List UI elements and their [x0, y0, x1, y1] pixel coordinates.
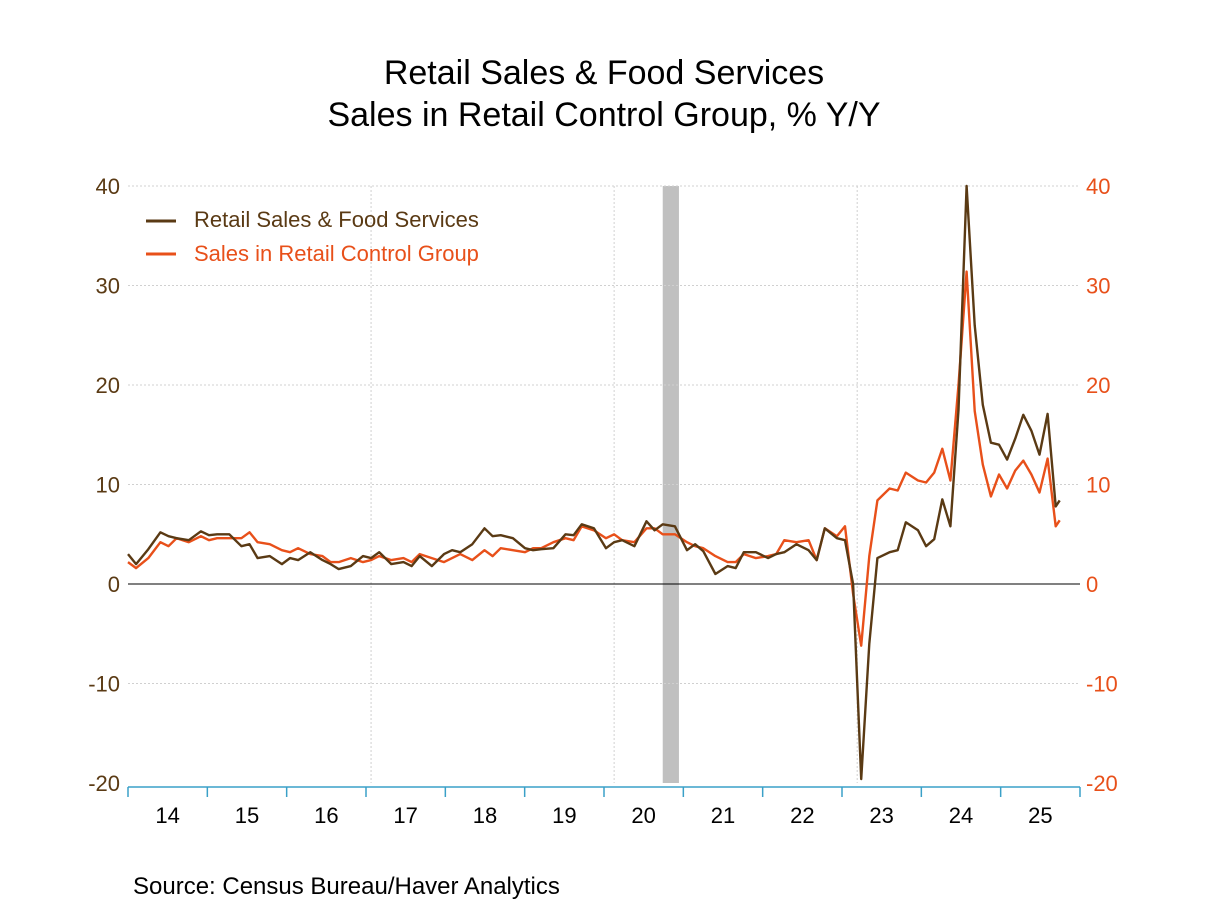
y-tick-left-1: -10: [88, 672, 120, 697]
x-tick-label-22: 22: [790, 803, 814, 828]
source-note: Source: Census Bureau/Haver Analytics: [133, 873, 560, 900]
chart-title: Retail Sales & Food Services: [384, 54, 824, 92]
x-tick-label-14: 14: [155, 803, 179, 828]
axes: [127, 786, 1081, 797]
x-tick-label-25: 25: [1028, 803, 1052, 828]
legend: Retail Sales & Food Services Sales in Re…: [146, 207, 479, 266]
y-tick-left-4: 20: [96, 373, 120, 398]
x-tick-label-15: 15: [235, 803, 259, 828]
legend-label-control-group: Sales in Retail Control Group: [194, 241, 479, 266]
x-tick-label-20: 20: [631, 803, 655, 828]
y-tick-right-5: 30: [1086, 274, 1110, 299]
x-tick-label-23: 23: [869, 803, 893, 828]
x-tick-label-18: 18: [473, 803, 497, 828]
y-tick-left-5: 30: [96, 274, 120, 299]
recession-band: [662, 186, 679, 783]
y-tick-right-4: 20: [1086, 373, 1110, 398]
chart-subtitle: Sales in Retail Control Group, % Y/Y: [327, 96, 880, 134]
x-tick-label-17: 17: [393, 803, 417, 828]
y-tick-right-1: -10: [1086, 672, 1118, 697]
x-tick-label-16: 16: [314, 803, 338, 828]
gridlines: [128, 185, 1080, 783]
y-axis-left: -20 -10 0 10 20 30 40: [88, 174, 120, 796]
legend-label-retail-sales: Retail Sales & Food Services: [194, 207, 479, 232]
x-axis: 14 15 16 17 18 19 20 21 22 23 24 25: [155, 803, 1052, 828]
series-lines: [127, 184, 1061, 781]
x-tick-label-19: 19: [552, 803, 576, 828]
y-tick-left-2: 0: [108, 572, 120, 597]
y-tick-left-6: 40: [96, 174, 120, 199]
y-tick-left-0: -20: [88, 771, 120, 796]
y-tick-right-2: 0: [1086, 572, 1098, 597]
series-line-1: [127, 270, 1061, 647]
series-line-0: [127, 184, 1061, 781]
x-tick-label-24: 24: [949, 803, 973, 828]
y-tick-right-0: -20: [1086, 771, 1118, 796]
y-tick-right-3: 10: [1086, 473, 1110, 498]
y-tick-right-6: 40: [1086, 174, 1110, 199]
y-tick-left-3: 10: [96, 473, 120, 498]
y-axis-right: -20 -10 0 10 20 30 40: [1086, 174, 1118, 796]
x-tick-label-21: 21: [711, 803, 735, 828]
